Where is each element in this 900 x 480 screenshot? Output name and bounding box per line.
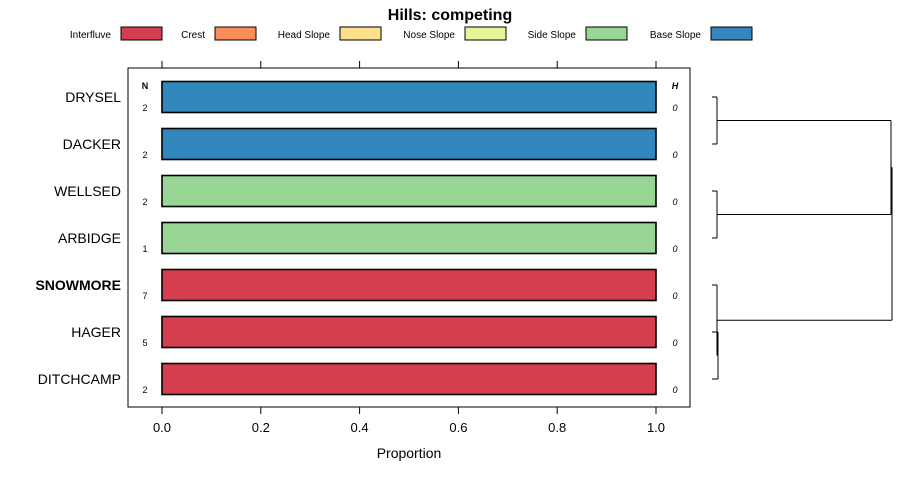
category-label: DITCHCAMP	[38, 371, 121, 387]
legend-swatch	[464, 26, 507, 41]
x-tick-label: 0.6	[449, 420, 467, 435]
legend-label: Nose Slope	[403, 30, 455, 41]
h-value: 0	[672, 338, 677, 348]
h-value: 0	[672, 197, 677, 207]
category-label: ARBIDGE	[58, 230, 121, 246]
bar-row: SNOWMORE 7 0	[35, 268, 678, 302]
h-value: 0	[672, 291, 677, 301]
x-axis: 0.0 0.2 0.4 0.6 0.8 1.0	[153, 407, 665, 435]
x-tick-label: 0.8	[548, 420, 566, 435]
category-label: WELLSED	[54, 183, 121, 199]
bar-row: WELLSED 2 0	[54, 174, 678, 208]
n-value: 2	[142, 197, 147, 207]
dendrogram	[712, 96, 893, 380]
n-value: 2	[142, 385, 147, 395]
h-value: 0	[672, 103, 677, 113]
x-tick-label: 0.2	[252, 420, 270, 435]
category-label: HAGER	[71, 324, 121, 340]
x-tick-label: 0.0	[153, 420, 171, 435]
x-tick-label: 1.0	[647, 420, 665, 435]
category-label: DRYSEL	[65, 89, 121, 105]
legend-swatch	[710, 26, 753, 41]
bar-segment	[161, 268, 657, 302]
legend-swatch	[214, 26, 257, 41]
legend-label: Head Slope	[278, 30, 331, 41]
bar-segment	[161, 127, 657, 161]
bar-row: ARBIDGE 1 0	[58, 221, 678, 255]
n-header: N	[142, 81, 149, 91]
h-header: H	[672, 81, 679, 91]
bar-segment	[161, 315, 657, 349]
h-value: 0	[672, 385, 677, 395]
bar-row: DACKER 2 0	[63, 127, 678, 161]
legend-swatch	[339, 26, 382, 41]
legend-label: Side Slope	[528, 30, 577, 41]
n-value: 2	[142, 103, 147, 113]
x-axis-label: Proportion	[377, 445, 442, 461]
h-value: 0	[672, 150, 677, 160]
bar-row: DITCHCAMP 2 0	[38, 362, 678, 396]
n-value: 7	[142, 291, 147, 301]
legend-label: Crest	[181, 30, 205, 41]
category-label: DACKER	[63, 136, 121, 152]
h-value: 0	[672, 244, 677, 254]
n-value: 2	[142, 150, 147, 160]
legend-swatch	[120, 26, 163, 41]
bar-segment	[161, 174, 657, 208]
top-axis-ticks	[161, 61, 657, 68]
chart-title: Hills: competing	[388, 7, 512, 24]
x-tick-label: 0.4	[351, 420, 369, 435]
n-value: 1	[142, 244, 147, 254]
bar-row: DRYSEL 2 0	[65, 80, 678, 114]
bar-segment	[161, 362, 657, 396]
category-label: SNOWMORE	[35, 277, 121, 293]
bar-segment	[161, 221, 657, 255]
legend-label: Interfluve	[70, 30, 112, 41]
legend-swatch	[585, 26, 628, 41]
bar-segment	[161, 80, 657, 114]
legend: Interfluve Crest Head Slope Nose Slope Side …	[70, 26, 753, 41]
bar-row: HAGER 5 0	[71, 315, 678, 349]
legend-label: Base Slope	[650, 30, 702, 41]
plot-frame	[127, 67, 691, 408]
n-value: 5	[142, 338, 147, 348]
